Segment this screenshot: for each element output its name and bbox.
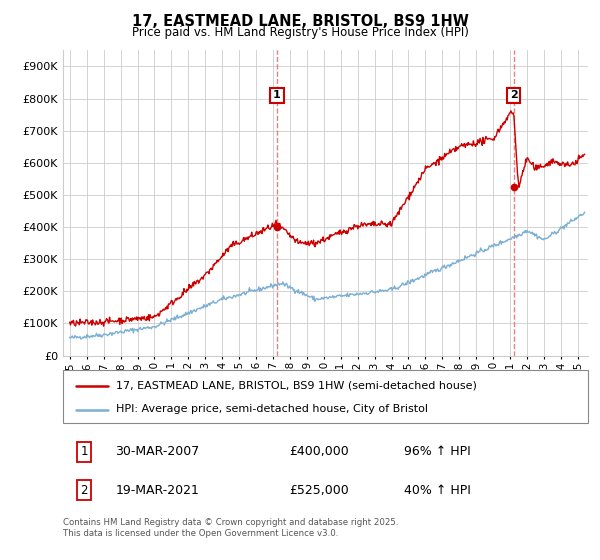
Text: 2: 2 [510, 90, 518, 100]
Text: 1: 1 [80, 445, 88, 459]
Text: 17, EASTMEAD LANE, BRISTOL, BS9 1HW: 17, EASTMEAD LANE, BRISTOL, BS9 1HW [131, 14, 469, 29]
Text: 96% ↑ HPI: 96% ↑ HPI [404, 445, 471, 459]
FancyBboxPatch shape [63, 370, 588, 423]
Text: £400,000: £400,000 [289, 445, 349, 459]
Text: 1: 1 [273, 90, 281, 100]
Text: Contains HM Land Registry data © Crown copyright and database right 2025.: Contains HM Land Registry data © Crown c… [63, 518, 398, 527]
Text: This data is licensed under the Open Government Licence v3.0.: This data is licensed under the Open Gov… [63, 529, 338, 538]
Text: 17, EASTMEAD LANE, BRISTOL, BS9 1HW (semi-detached house): 17, EASTMEAD LANE, BRISTOL, BS9 1HW (sem… [115, 381, 476, 390]
Text: 40% ↑ HPI: 40% ↑ HPI [404, 483, 471, 497]
Text: Price paid vs. HM Land Registry's House Price Index (HPI): Price paid vs. HM Land Registry's House … [131, 26, 469, 39]
Text: HPI: Average price, semi-detached house, City of Bristol: HPI: Average price, semi-detached house,… [115, 404, 427, 414]
Text: 30-MAR-2007: 30-MAR-2007 [115, 445, 200, 459]
Text: £525,000: £525,000 [289, 483, 349, 497]
Text: 19-MAR-2021: 19-MAR-2021 [115, 483, 199, 497]
Text: 2: 2 [80, 483, 88, 497]
